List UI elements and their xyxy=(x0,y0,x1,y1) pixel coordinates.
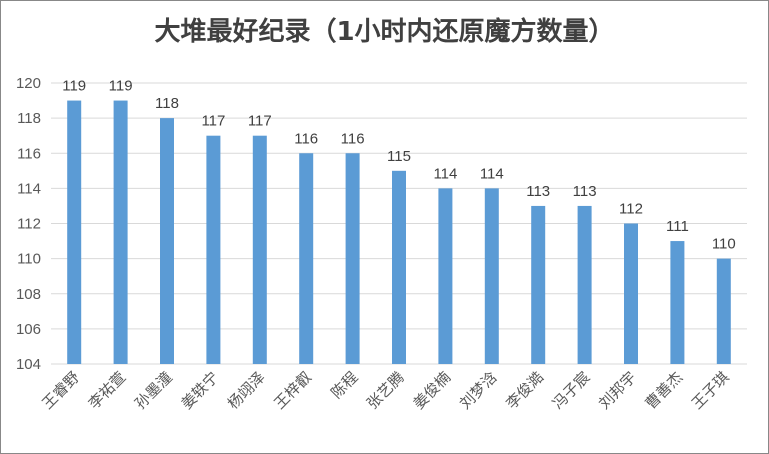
data-label: 111 xyxy=(666,218,689,235)
bar xyxy=(484,188,499,364)
y-tick-label: 110 xyxy=(17,251,41,268)
data-label: 115 xyxy=(387,148,411,165)
data-label: 114 xyxy=(433,165,457,182)
data-label: 113 xyxy=(573,183,597,200)
bar xyxy=(438,188,453,364)
x-tick-label: 李俊澔 xyxy=(502,368,547,413)
x-tick-label: 陈程 xyxy=(327,368,361,402)
x-tick-label: 王梓叡 xyxy=(270,368,315,413)
bar xyxy=(67,100,82,364)
bar xyxy=(345,153,360,364)
x-tick-label: 刘梦浛 xyxy=(456,368,501,413)
y-tick-label: 114 xyxy=(17,180,41,197)
x-tick-label: 孙墨潼 xyxy=(131,368,176,413)
bar xyxy=(531,205,546,364)
bar xyxy=(299,153,314,364)
y-tick-label: 116 xyxy=(17,145,41,162)
y-tick-label: 112 xyxy=(17,216,41,233)
data-label: 116 xyxy=(294,130,318,147)
data-label: 113 xyxy=(526,183,550,200)
x-tick-label: 张艺腾 xyxy=(363,368,408,413)
x-tick-label: 杨翊泽 xyxy=(224,368,269,413)
chart-title: 大堆最好纪录（1小时内还原魔方数量） xyxy=(154,17,615,47)
data-label: 119 xyxy=(62,78,86,95)
bar xyxy=(252,135,267,364)
x-tick-label: 姜轶宁 xyxy=(178,368,223,413)
y-tick-label: 120 xyxy=(16,75,41,92)
bar xyxy=(206,135,221,364)
bar xyxy=(716,258,731,364)
x-tick-label: 姜俊楠 xyxy=(410,368,455,413)
data-label: 117 xyxy=(248,113,272,130)
data-label: 117 xyxy=(201,113,225,130)
x-tick-label: 刘邦宇 xyxy=(595,368,640,413)
data-label: 114 xyxy=(480,165,504,182)
data-label: 119 xyxy=(109,78,133,95)
x-tick-label: 李祐萱 xyxy=(85,368,130,413)
bar xyxy=(160,118,174,364)
data-label: 118 xyxy=(155,95,179,112)
data-label: 112 xyxy=(619,201,643,218)
y-tick-label: 106 xyxy=(16,321,41,338)
y-tick-label: 108 xyxy=(16,286,41,303)
y-tick-label: 104 xyxy=(16,356,41,373)
x-tick-label: 曹善杰 xyxy=(642,368,687,413)
x-tick-label: 王睿野 xyxy=(38,368,83,413)
bar xyxy=(392,170,406,364)
x-tick-label: 王子琪 xyxy=(688,368,733,413)
data-label: 110 xyxy=(712,236,736,253)
data-label: 116 xyxy=(341,130,365,147)
x-tick-label: 冯子宸 xyxy=(549,368,594,413)
bar xyxy=(577,205,592,364)
y-tick-label: 118 xyxy=(17,110,41,127)
bar xyxy=(670,241,685,364)
bar xyxy=(624,223,638,364)
bar xyxy=(113,100,128,364)
